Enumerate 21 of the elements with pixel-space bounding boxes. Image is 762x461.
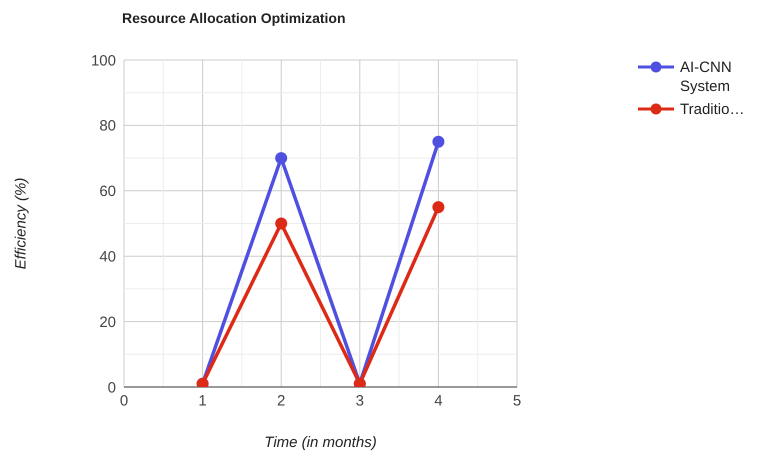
point — [432, 136, 444, 148]
x-tick-label: 0 — [120, 392, 128, 410]
y-tick-label: 40 — [99, 248, 116, 266]
point — [275, 218, 288, 230]
x-tick-label: 2 — [277, 392, 286, 410]
y-tick-label: 100 — [90, 52, 116, 70]
legend-label: Traditio… — [680, 100, 744, 119]
chart-title: Resource Allocation Optimization — [122, 10, 346, 26]
x-tick-label: 4 — [434, 392, 443, 410]
y-tick-label: 60 — [99, 183, 116, 200]
x-tick-label: 5 — [512, 392, 522, 410]
y-tick-label: 0 — [108, 379, 116, 396]
legend-label: AI-CNN System — [680, 58, 733, 96]
x-tick-label: 1 — [198, 392, 207, 410]
y-axis-title: Efficiency (%) — [12, 178, 30, 270]
x-axis-title: Time (in months) — [264, 434, 377, 451]
x-tick-label: 3 — [356, 392, 364, 410]
point — [275, 152, 288, 164]
y-tick-label: 80 — [99, 118, 116, 135]
y-tick-label: 20 — [99, 314, 116, 331]
point — [432, 201, 444, 214]
